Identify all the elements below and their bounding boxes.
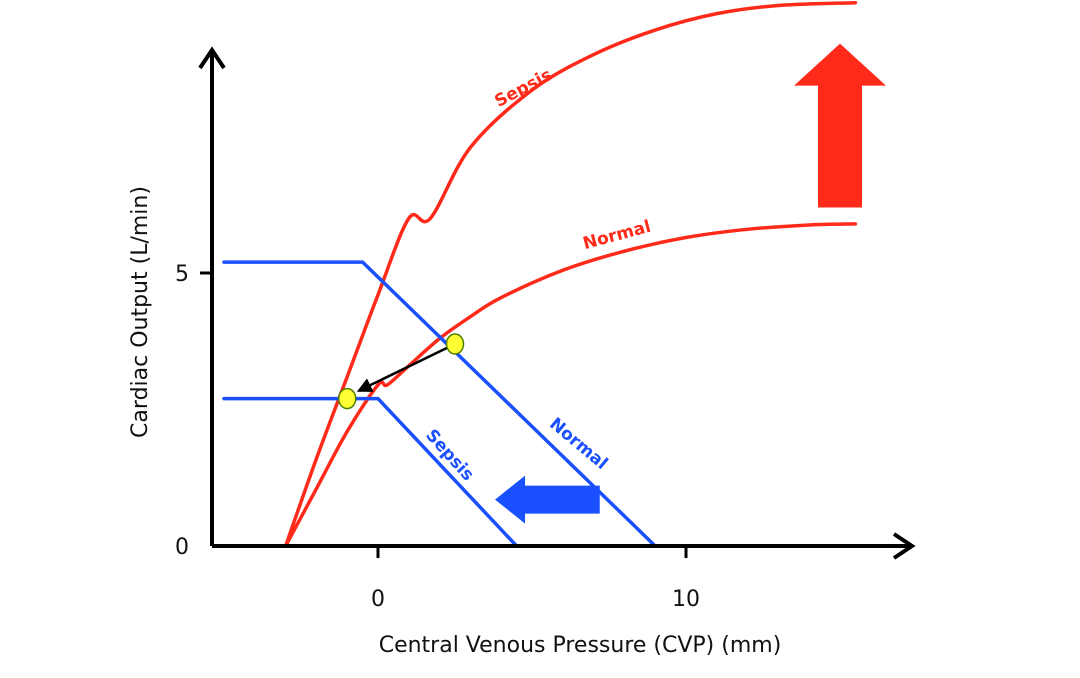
x-tick-label: 0 bbox=[371, 587, 385, 612]
curve-label: Sepsis bbox=[491, 65, 555, 112]
curve-label: Normal bbox=[545, 414, 611, 474]
y-tick-label: 0 bbox=[175, 535, 189, 560]
shift-up-arrow bbox=[794, 43, 886, 208]
y-axis-arrowhead bbox=[198, 46, 226, 70]
equilibrium-shift-arrow bbox=[356, 342, 456, 392]
y-axis-label: Cardiac Output (L/min) bbox=[128, 186, 153, 438]
x-axis-label: Central Venous Pressure (CVP) (mm) bbox=[379, 633, 782, 658]
shift-left-arrow bbox=[495, 475, 600, 524]
curves-layer bbox=[222, 0, 858, 548]
annotations-layer bbox=[356, 43, 886, 524]
cardiac-function-curve-sepsis bbox=[283, 0, 858, 548]
equilibrium-point bbox=[337, 387, 357, 410]
equilibrium-point bbox=[445, 333, 465, 355]
y-tick-label: 5 bbox=[175, 262, 189, 287]
cardiac-function-curve-normal bbox=[283, 222, 858, 548]
x-axis-arrowhead bbox=[892, 532, 916, 560]
venous-return-curve-normal bbox=[222, 260, 657, 548]
ticks-layer: 0 10 0 5 bbox=[175, 262, 700, 612]
venous-return-curve-sepsis bbox=[222, 396, 519, 548]
points-layer bbox=[337, 333, 465, 410]
axes-layer bbox=[198, 46, 916, 560]
x-tick-label: 10 bbox=[672, 587, 700, 612]
